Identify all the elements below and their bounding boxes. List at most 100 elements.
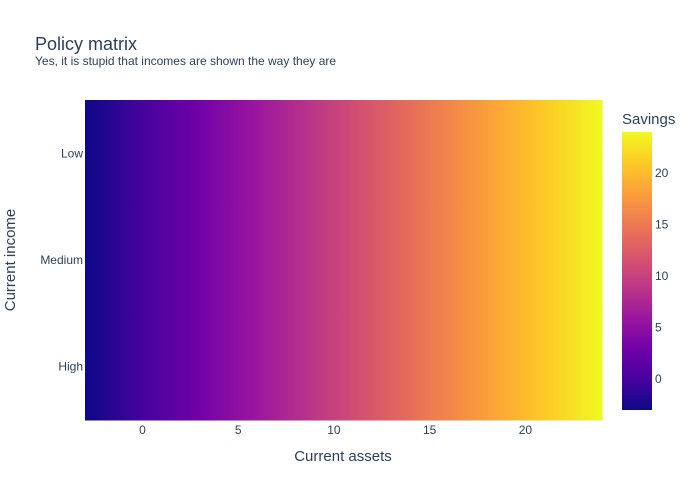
heatmap-cell [462,100,466,208]
heatmap-cell [578,100,581,208]
heatmap-cell [218,313,221,421]
heatmap-cell [244,100,247,208]
heatmap-cell [178,206,182,314]
heatmap-cell [158,100,162,208]
heatmap-cell [254,206,257,314]
heatmap-cell [407,100,410,208]
heatmap-cell [102,313,106,421]
heatmap-cell [86,100,90,208]
heatmap-cell [156,313,160,421]
heatmap-cell [152,313,156,421]
heatmap-cell [331,313,335,421]
heatmap-cell [273,100,277,208]
heatmap-cell [307,206,311,314]
heatmap-cell [327,206,331,314]
heatmap-cell [538,313,541,421]
heatmap-cell [516,206,520,314]
heatmap-cell [490,206,494,314]
heatmap-cell [375,100,378,208]
heatmap-cell [238,100,241,208]
heatmap-cell [371,313,374,421]
heatmap-cell [252,100,255,208]
heatmap-cell [86,206,90,314]
heatmap-cell [208,100,211,208]
heatmap-cell [518,100,522,208]
heatmap-cell [345,313,349,421]
heatmap-cell [562,100,565,208]
heatmap-cell [206,100,209,208]
heatmap-cell [510,206,514,314]
heatmap-cell [474,206,478,314]
heatmap-cell [516,313,520,421]
heatmap-cell [228,313,231,421]
heatmap-cell [196,313,199,421]
heatmap-cell [542,313,545,421]
heatmap-cell [120,313,124,421]
heatmap-cell [454,206,458,314]
heatmap-cell [462,206,466,314]
heatmap-cell [586,206,589,314]
heatmap-cell [210,313,213,421]
heatmap-cell [556,313,559,421]
heatmap-cell [236,206,239,314]
heatmap-cell [265,206,269,314]
heatmap-cell [458,313,462,421]
heatmap-cell [417,206,420,314]
heatmap-cell [421,206,424,314]
heatmap-cell [343,206,347,314]
heatmap-cell [582,100,585,208]
y-tick-label: Low [61,146,83,160]
heatmap-cell [458,206,462,314]
heatmap-cell [188,100,191,208]
heatmap-cell [214,100,217,208]
heatmap-cell [142,100,146,208]
heatmap-cell [299,100,303,208]
heatmap-cell [508,206,512,314]
heatmap-cell [544,100,547,208]
heatmap-cell [460,100,464,208]
heatmap-cell [182,206,186,314]
heatmap-cell [232,206,235,314]
heatmap-cell [232,100,235,208]
heatmap-cell [168,313,172,421]
heatmap-cell [452,100,456,208]
heatmap-cell [395,313,398,421]
heatmap-cell [466,206,470,314]
y-axis-title: Current income [2,209,19,312]
heatmap-cell [458,100,462,208]
heatmap-cell [186,206,189,314]
heatmap-cell [206,206,209,314]
heatmap-cell [347,100,351,208]
heatmap-cell [118,100,122,208]
heatmap-cell [315,313,319,421]
heatmap-cell [592,100,595,208]
heatmap-cell [92,206,96,314]
heatmap-cell [224,100,227,208]
heatmap-cell [349,206,353,314]
heatmap-cell [594,313,597,421]
colorbar-tick-label: 15 [655,218,669,232]
heatmap-cell [106,100,110,208]
heatmap-cell [600,206,603,314]
heatmap-cell [468,100,472,208]
heatmap-cell [331,206,335,314]
heatmap-cell [250,206,253,314]
heatmap-cell [273,206,277,314]
heatmap-cell [218,206,221,314]
heatmap-cell [88,206,92,314]
heatmap-cell [560,100,563,208]
colorbar-tick-label: 10 [655,269,669,283]
heatmap-cell [164,206,168,314]
heatmap-cell [88,100,92,208]
heatmap-cell [110,206,114,314]
heatmap-cell [277,100,281,208]
heatmap-cell [279,100,283,208]
heatmap-cell [480,313,484,421]
heatmap-cell [413,100,416,208]
heatmap-cell [548,100,551,208]
heatmap-cell [438,100,442,208]
y-tick-label: High [58,360,83,374]
heatmap-cell [337,206,341,314]
heatmap-cell [116,100,120,208]
heatmap-cell [389,313,392,421]
